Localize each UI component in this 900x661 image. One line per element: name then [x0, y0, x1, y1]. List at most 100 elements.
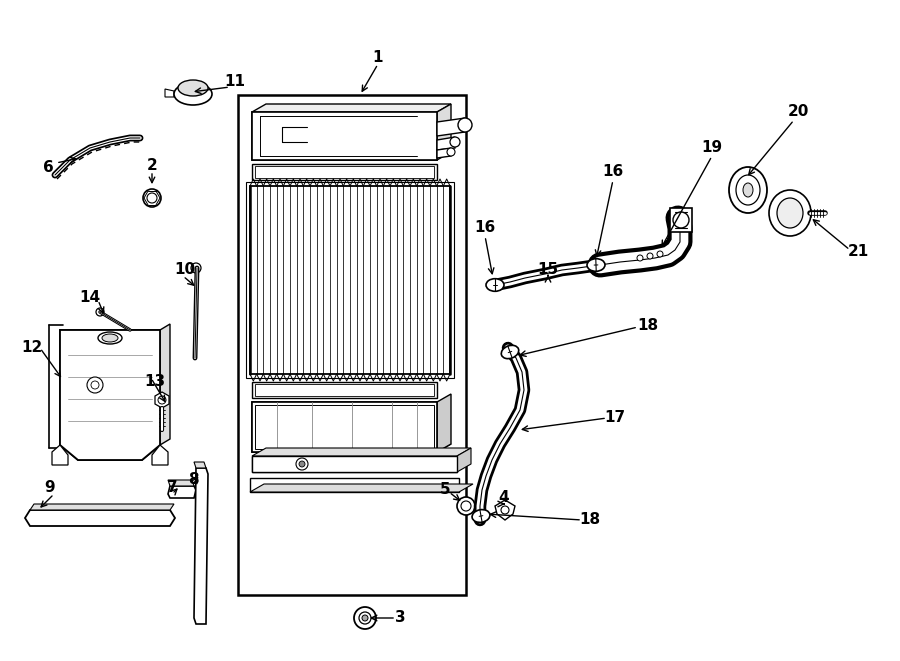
Text: 4: 4	[499, 490, 509, 506]
Polygon shape	[437, 137, 455, 150]
Ellipse shape	[178, 80, 208, 96]
Circle shape	[657, 251, 663, 257]
Circle shape	[501, 506, 509, 514]
Bar	[252, 402, 437, 452]
Ellipse shape	[501, 345, 518, 359]
Polygon shape	[160, 324, 170, 445]
Bar	[255, 166, 434, 178]
Ellipse shape	[98, 332, 122, 344]
Circle shape	[461, 501, 471, 511]
Circle shape	[447, 148, 455, 156]
Bar	[252, 164, 437, 180]
Circle shape	[359, 612, 371, 624]
Polygon shape	[437, 394, 451, 452]
Circle shape	[362, 615, 368, 621]
Text: 5: 5	[440, 483, 450, 498]
Polygon shape	[60, 330, 160, 460]
Text: 15: 15	[537, 262, 559, 278]
Polygon shape	[60, 330, 160, 460]
Bar	[250, 186, 450, 374]
Polygon shape	[168, 480, 194, 486]
Circle shape	[96, 308, 104, 316]
Circle shape	[354, 607, 376, 629]
Ellipse shape	[769, 190, 811, 236]
Circle shape	[299, 461, 305, 467]
Text: 3: 3	[395, 611, 405, 625]
Text: 6: 6	[42, 161, 53, 176]
Polygon shape	[437, 104, 451, 160]
Ellipse shape	[472, 510, 490, 522]
Ellipse shape	[102, 334, 118, 342]
Bar	[252, 402, 437, 452]
Polygon shape	[152, 445, 168, 465]
Text: 18: 18	[637, 317, 659, 332]
Circle shape	[450, 137, 460, 147]
Ellipse shape	[486, 279, 504, 292]
Circle shape	[647, 253, 653, 259]
Polygon shape	[25, 510, 175, 526]
Text: 11: 11	[224, 75, 246, 89]
Polygon shape	[495, 500, 515, 520]
Circle shape	[91, 381, 99, 389]
Text: 1: 1	[373, 50, 383, 65]
Circle shape	[296, 458, 308, 470]
Bar	[255, 384, 434, 396]
Text: 16: 16	[602, 165, 624, 180]
Bar	[252, 112, 437, 160]
Text: 12: 12	[22, 340, 42, 356]
Bar	[255, 405, 434, 449]
Bar	[255, 405, 434, 449]
Bar	[252, 456, 457, 472]
Polygon shape	[194, 462, 206, 468]
Ellipse shape	[777, 198, 803, 228]
Text: 8: 8	[188, 473, 198, 488]
Text: 18: 18	[580, 512, 600, 527]
Polygon shape	[155, 392, 169, 408]
Ellipse shape	[174, 83, 212, 105]
Text: 21: 21	[848, 245, 868, 260]
Text: 17: 17	[605, 410, 626, 426]
Bar	[250, 478, 459, 492]
Text: 20: 20	[788, 104, 809, 120]
Circle shape	[158, 396, 166, 404]
Text: 9: 9	[45, 481, 55, 496]
Ellipse shape	[587, 258, 605, 271]
Text: 13: 13	[144, 375, 166, 389]
Bar	[238, 95, 466, 595]
Ellipse shape	[736, 175, 760, 205]
Circle shape	[87, 377, 103, 393]
Polygon shape	[252, 448, 471, 456]
Polygon shape	[670, 208, 692, 232]
Circle shape	[457, 497, 475, 515]
Bar	[252, 456, 457, 472]
Text: 16: 16	[474, 221, 496, 235]
Polygon shape	[252, 104, 451, 112]
Ellipse shape	[729, 167, 767, 213]
Bar	[246, 182, 454, 378]
Polygon shape	[250, 484, 473, 492]
Polygon shape	[168, 486, 196, 498]
Text: 7: 7	[166, 481, 177, 496]
Circle shape	[673, 212, 689, 228]
Polygon shape	[437, 118, 465, 136]
Polygon shape	[52, 445, 68, 465]
Bar	[252, 112, 437, 160]
Text: 10: 10	[175, 262, 195, 278]
Polygon shape	[457, 448, 471, 472]
Circle shape	[637, 255, 643, 261]
Polygon shape	[252, 444, 451, 452]
Polygon shape	[194, 468, 208, 624]
Bar	[255, 458, 454, 470]
Text: 19: 19	[701, 141, 723, 155]
Polygon shape	[30, 504, 174, 510]
Polygon shape	[437, 148, 451, 158]
Circle shape	[458, 118, 472, 132]
Text: 14: 14	[79, 290, 101, 305]
Circle shape	[191, 263, 201, 273]
Bar	[252, 382, 437, 398]
Circle shape	[143, 189, 161, 207]
Ellipse shape	[743, 183, 753, 197]
Circle shape	[147, 193, 157, 203]
Polygon shape	[165, 89, 174, 97]
Text: 2: 2	[147, 157, 158, 173]
